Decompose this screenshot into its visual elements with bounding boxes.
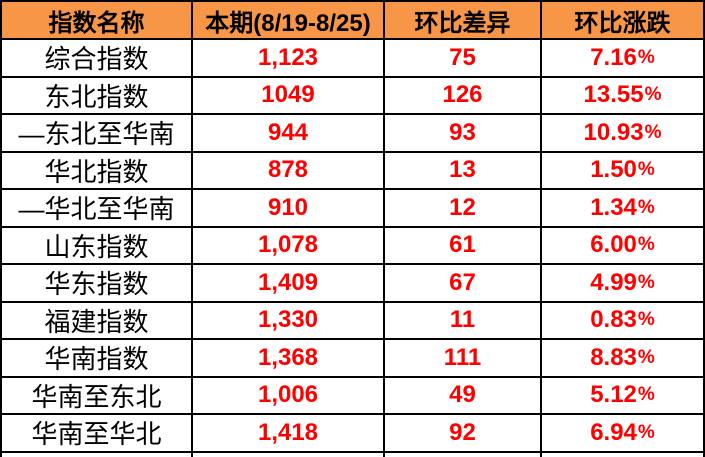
percent-sign: %: [637, 196, 655, 218]
percent-sign: %: [637, 346, 655, 368]
diff-value-cell: 92: [385, 415, 540, 451]
index-name-cell: 综合指数: [2, 40, 191, 76]
pct-value: 6.00: [590, 231, 637, 259]
diff-value-cell: 13: [385, 152, 540, 188]
diff-value-cell: 93: [385, 115, 540, 151]
current-value-cell: 1049: [193, 77, 383, 113]
pct-value: 10.93: [583, 118, 644, 146]
pct-value-cell: 0.83%: [542, 302, 703, 338]
percent-sign: %: [644, 121, 662, 143]
pct-value: 5.12: [590, 381, 637, 409]
pct-value-cell: 1.50%: [542, 152, 703, 188]
pct-value: 7.16: [590, 43, 637, 71]
percent-sign: %: [637, 271, 655, 293]
pct-value-cell: 1.34%: [542, 190, 703, 226]
current-value-cell: 1,368: [193, 340, 383, 376]
current-value-cell: 910: [193, 190, 383, 226]
percent-sign: %: [637, 159, 655, 181]
diff-value-cell: 75: [385, 40, 540, 76]
clipped-row-cell: [385, 452, 540, 457]
percent-sign: %: [637, 384, 655, 406]
col-header-mom-change: 环比涨跌: [542, 2, 703, 38]
current-value-cell: 878: [193, 152, 383, 188]
index-name-cell: 华南至华北: [2, 415, 191, 451]
pct-value-cell: 4.99%: [542, 265, 703, 301]
index-name-cell: —东北至华南: [2, 115, 191, 151]
percent-sign: %: [637, 234, 655, 256]
index-name-cell: 华东指数: [2, 265, 191, 301]
diff-value-cell: 12: [385, 190, 540, 226]
pct-value-cell: 10.93%: [542, 115, 703, 151]
percent-sign: %: [644, 84, 662, 106]
percent-sign: %: [637, 309, 655, 331]
pct-value-cell: 13.55%: [542, 77, 703, 113]
pct-value: 8.83: [590, 343, 637, 371]
pct-value: 0.83: [590, 306, 637, 334]
pct-value-cell: 5.12%: [542, 377, 703, 413]
pct-value: 1.50: [590, 156, 637, 184]
index-name-cell: 华北指数: [2, 152, 191, 188]
current-value-cell: 1,418: [193, 415, 383, 451]
clipped-row-cell: [542, 452, 703, 457]
diff-value-cell: 11: [385, 302, 540, 338]
index-name-cell: 华南至东北: [2, 377, 191, 413]
pct-value: 6.94: [590, 418, 637, 446]
current-value-cell: 1,409: [193, 265, 383, 301]
current-value-cell: 1,123: [193, 40, 383, 76]
index-name-cell: 福建指数: [2, 302, 191, 338]
pct-value-cell: 7.16%: [542, 40, 703, 76]
pct-value-cell: 6.94%: [542, 415, 703, 451]
clipped-row-cell: [2, 452, 191, 457]
index-name-cell: —华北至华南: [2, 190, 191, 226]
pct-value-cell: 6.00%: [542, 227, 703, 263]
diff-value-cell: 126: [385, 77, 540, 113]
current-value-cell: 1,330: [193, 302, 383, 338]
diff-value-cell: 61: [385, 227, 540, 263]
pct-value: 13.55: [583, 81, 644, 109]
index-name-cell: 山东指数: [2, 227, 191, 263]
current-value-cell: 1,078: [193, 227, 383, 263]
pct-value-cell: 8.83%: [542, 340, 703, 376]
index-name-cell: 东北指数: [2, 77, 191, 113]
diff-value-cell: 67: [385, 265, 540, 301]
percent-sign: %: [637, 46, 655, 68]
pct-value: 4.99: [590, 268, 637, 296]
col-header-current-period: 本期(8/19-8/25): [193, 2, 383, 38]
col-header-mom-diff: 环比差异: [385, 2, 540, 38]
percent-sign: %: [637, 421, 655, 443]
pct-value: 1.34: [590, 193, 637, 221]
current-value-cell: 944: [193, 115, 383, 151]
index-name-cell: 华南指数: [2, 340, 191, 376]
diff-value-cell: 111: [385, 340, 540, 376]
diff-value-cell: 49: [385, 377, 540, 413]
col-header-index-name: 指数名称: [2, 2, 191, 38]
clipped-row-cell: [193, 452, 383, 457]
current-value-cell: 1,006: [193, 377, 383, 413]
